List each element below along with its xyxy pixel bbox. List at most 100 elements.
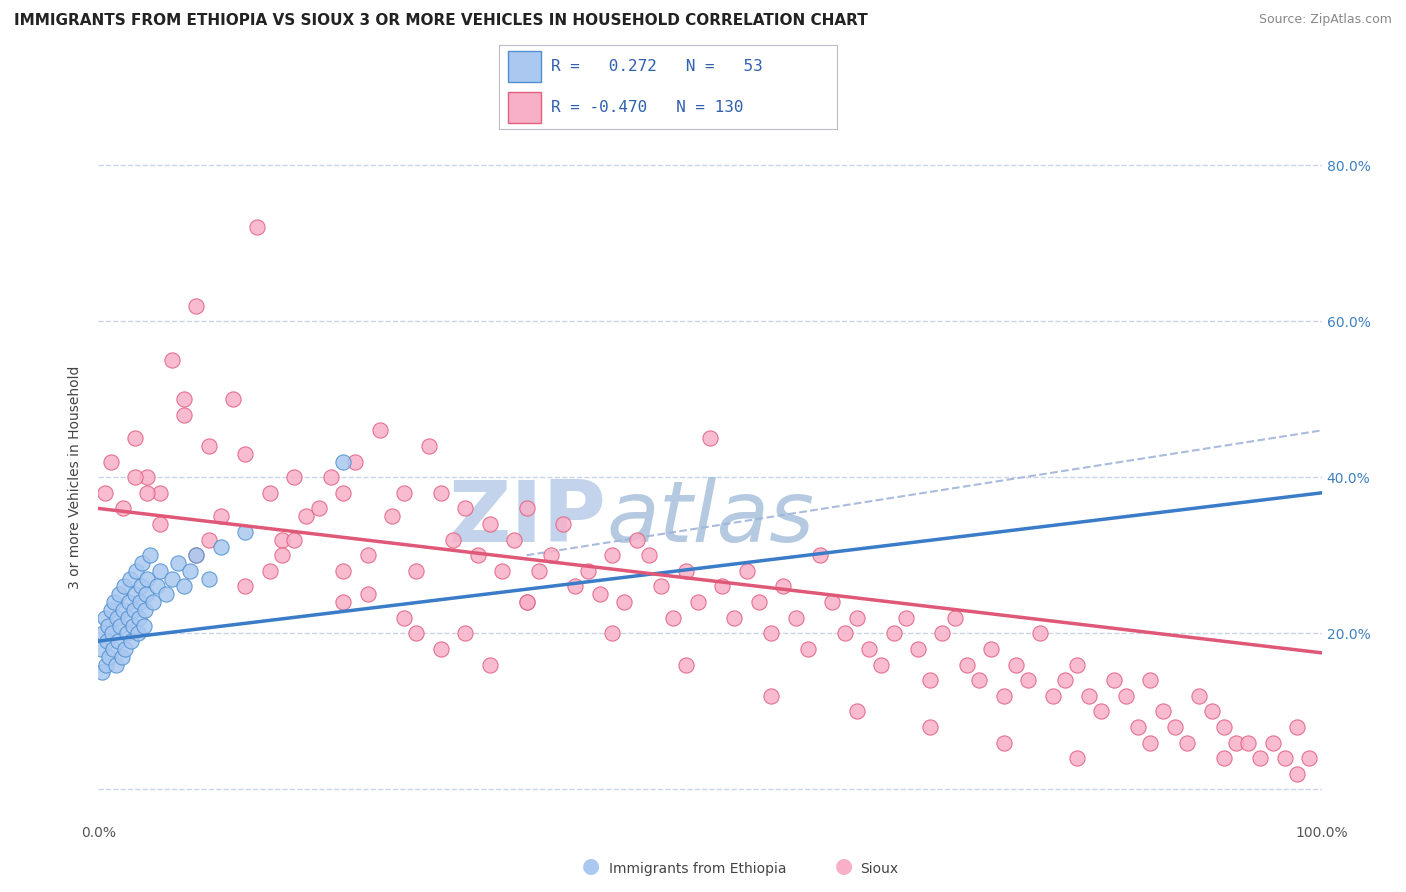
Point	[993, 735, 1015, 749]
Point	[491, 564, 513, 578]
Point	[589, 587, 612, 601]
Point	[1004, 657, 1026, 672]
Point	[1053, 673, 1076, 687]
Point	[124, 587, 146, 601]
Point	[110, 618, 132, 632]
Point	[94, 657, 117, 672]
Point	[368, 424, 391, 438]
Point	[748, 595, 770, 609]
Point	[516, 595, 538, 609]
Point	[1212, 720, 1234, 734]
Point	[600, 626, 623, 640]
Point	[1164, 720, 1187, 734]
Point	[128, 611, 150, 625]
Point	[1029, 626, 1052, 640]
Point	[723, 611, 745, 625]
Point	[1286, 766, 1309, 781]
Point	[956, 657, 979, 672]
Point	[197, 439, 219, 453]
Point	[699, 431, 721, 445]
Point	[139, 548, 162, 563]
Point	[186, 548, 208, 563]
Point	[540, 548, 562, 563]
Point	[91, 665, 114, 680]
Text: R =   0.272   N =   53: R = 0.272 N = 53	[551, 59, 763, 74]
Point	[931, 626, 953, 640]
Point	[173, 580, 195, 594]
Point	[111, 501, 134, 516]
Point	[100, 455, 122, 469]
Point	[1090, 705, 1112, 719]
Bar	[508, 52, 541, 82]
Point	[785, 611, 807, 625]
Point	[711, 580, 734, 594]
Point	[1286, 720, 1309, 734]
Point	[761, 626, 783, 640]
Point	[129, 580, 152, 594]
Text: ●: ●	[835, 856, 852, 876]
Point	[834, 626, 856, 640]
Point	[943, 611, 966, 625]
Point	[1017, 673, 1039, 687]
Point	[626, 533, 648, 547]
Point	[907, 642, 929, 657]
Point	[808, 548, 831, 563]
Point	[686, 595, 709, 609]
Point	[233, 524, 256, 539]
Point	[675, 657, 697, 672]
Point	[1298, 751, 1320, 765]
Point	[97, 618, 120, 632]
Point	[392, 611, 416, 625]
Point	[308, 501, 330, 516]
Point	[125, 564, 148, 578]
Point	[1102, 673, 1125, 687]
Point	[146, 580, 169, 594]
Text: Sioux: Sioux	[860, 862, 898, 876]
Point	[108, 587, 131, 601]
Point	[233, 447, 256, 461]
Point	[650, 580, 672, 594]
Point	[478, 657, 501, 672]
Point	[233, 580, 256, 594]
Point	[127, 626, 149, 640]
Point	[564, 580, 586, 594]
Point	[1212, 751, 1234, 765]
Point	[222, 392, 245, 407]
Point	[197, 572, 219, 586]
Point	[103, 595, 125, 609]
Point	[1139, 735, 1161, 749]
Point	[1237, 735, 1260, 749]
Y-axis label: 3 or more Vehicles in Household: 3 or more Vehicles in Household	[69, 366, 83, 589]
Text: R = -0.470   N = 130: R = -0.470 N = 130	[551, 100, 744, 115]
Point	[120, 634, 142, 648]
Point	[821, 595, 844, 609]
Point	[430, 485, 453, 500]
Point	[870, 657, 893, 672]
Point	[980, 642, 1002, 657]
Point	[209, 509, 232, 524]
Point	[405, 626, 427, 640]
Point	[149, 485, 172, 500]
Point	[142, 595, 165, 609]
Point	[1115, 689, 1137, 703]
Point	[134, 603, 156, 617]
Point	[1139, 673, 1161, 687]
Point	[920, 720, 942, 734]
Point	[149, 564, 172, 578]
Text: Source: ZipAtlas.com: Source: ZipAtlas.com	[1258, 13, 1392, 27]
Text: atlas: atlas	[606, 477, 814, 560]
Point	[418, 439, 440, 453]
Point	[173, 408, 195, 422]
Point	[105, 611, 128, 625]
Point	[319, 470, 342, 484]
Point	[516, 501, 538, 516]
Point	[613, 595, 636, 609]
Point	[845, 705, 868, 719]
Point	[1250, 751, 1272, 765]
Point	[98, 649, 121, 664]
Point	[111, 603, 134, 617]
Point	[883, 626, 905, 640]
Point	[392, 485, 416, 500]
Point	[117, 611, 139, 625]
Point	[576, 564, 599, 578]
